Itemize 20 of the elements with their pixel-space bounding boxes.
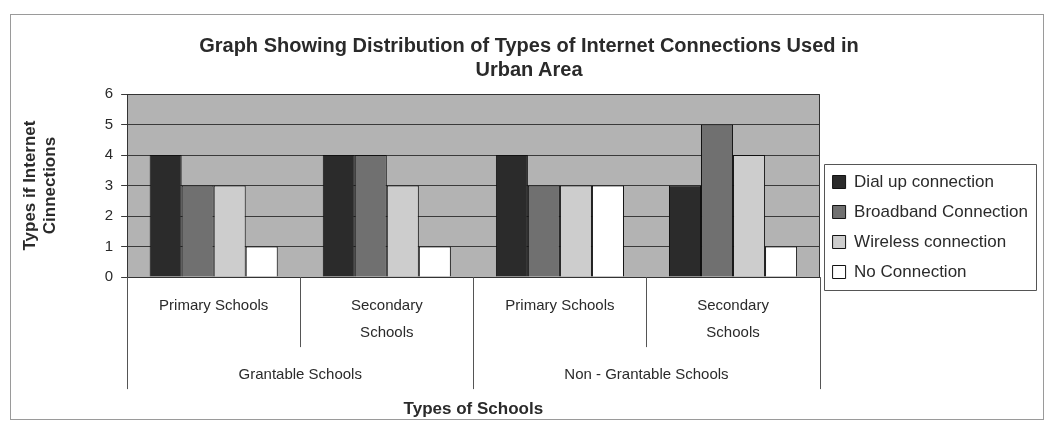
x-tick-label: Primary Schools: [505, 296, 615, 314]
x-axis-title: Types of Schools: [403, 399, 544, 419]
y-tick-label: 0: [104, 267, 114, 285]
legend-label: Dial up connection: [854, 171, 994, 191]
y-tick-label: 5: [104, 114, 114, 132]
chart-title: Graph Showing Distribution of Types of Internet Connections Used in Urban Area: [199, 33, 859, 80]
y-tick-label: 4: [104, 145, 114, 163]
x-tick-label: Primary Schools: [159, 296, 269, 314]
legend-label: No Connection: [854, 261, 967, 281]
legend-label: Wireless connection: [854, 231, 1007, 251]
x-tick-label: Secondary Schools: [350, 296, 424, 340]
y-tick-label: 1: [104, 236, 114, 254]
legend-label: Broadband Connection: [854, 201, 1029, 221]
text: Grantable Schools: [238, 365, 362, 383]
text: Non - Grantable Schools: [564, 365, 729, 383]
y-tick-label: 2: [104, 206, 114, 224]
x-tick-label: Secondary Schools: [697, 296, 770, 340]
y-tick-label: 6: [104, 84, 114, 102]
y-tick-label: 3: [104, 175, 114, 193]
y-axis-title: Types if Internet Cinnections: [19, 120, 60, 251]
